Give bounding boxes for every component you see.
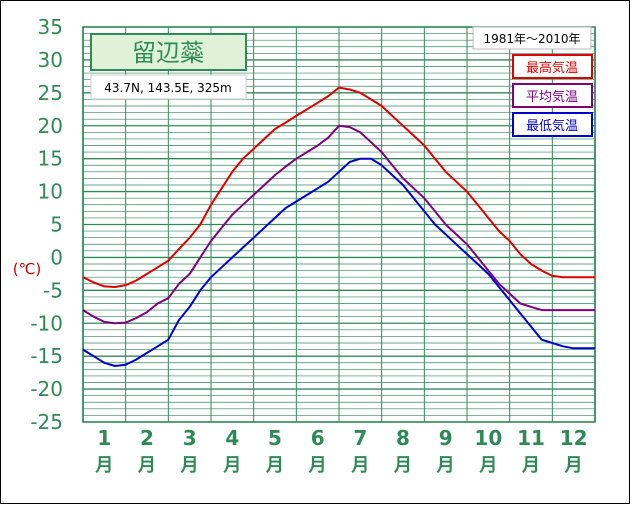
x-tick-unit: 月 [137, 455, 156, 476]
y-tick-label: 0 [50, 245, 63, 269]
x-tick-number: 10 [474, 426, 502, 450]
y-tick-label: 10 [38, 180, 63, 204]
x-tick-labels: 1 月 2 月 3 月 4 月 5 月 6 月 7 月 8 月 9 月 10 月 11 月 12 月 [94, 426, 587, 476]
y-tick-label: -10 [30, 311, 63, 335]
x-tick-number: 9 [439, 426, 453, 450]
location-text: 43.7N, 143.5E, 325m [104, 81, 231, 95]
x-tick-number: 6 [311, 426, 325, 450]
y-axis-label: (℃) [13, 260, 42, 278]
x-tick-number: 8 [396, 426, 410, 450]
period-box-bg [472, 26, 592, 50]
series-line-1 [82, 124, 595, 325]
y-tick-label: -20 [30, 377, 63, 401]
x-tick-unit: 月 [478, 455, 497, 476]
x-tick-unit: 月 [222, 455, 241, 476]
x-tick-unit: 月 [521, 455, 540, 476]
chart-title: 留辺蘂 [132, 39, 204, 67]
legend-item [512, 112, 593, 137]
legend-item [512, 54, 593, 79]
x-tick-unit: 月 [265, 455, 284, 476]
x-tick-number: 5 [268, 426, 282, 450]
legend-label: 最高気温 [526, 60, 578, 76]
y-tick-label: 25 [38, 81, 63, 105]
y-tick-label: -5 [43, 278, 63, 302]
series-lines [82, 86, 595, 367]
y-tick-label: 35 [38, 15, 63, 39]
x-tick-unit: 月 [180, 455, 199, 476]
location-box-bg [90, 74, 247, 100]
plot-border [82, 26, 596, 423]
legend-item [512, 83, 593, 108]
y-tick-label: 5 [50, 213, 63, 237]
x-tick-unit: 月 [436, 455, 455, 476]
location-box: 43.7N, 143.5E, 325m [90, 74, 247, 100]
period-text: 1981年〜2010年 [483, 32, 580, 46]
x-tick-number: 4 [225, 426, 239, 450]
y-tick-label: -15 [30, 344, 63, 368]
y-tick-label: 15 [38, 147, 63, 171]
x-tick-unit: 月 [564, 455, 583, 476]
y-tick-label: 30 [38, 48, 63, 72]
title-box: 留辺蘂 [90, 33, 247, 71]
y-tick-labels: -25 -20 -15 -10 -5 0 5 10 15 20 25 30 35 [30, 15, 63, 434]
x-tick-unit: 月 [350, 455, 369, 476]
legend-label: 平均気温 [526, 89, 578, 105]
x-tick-unit: 月 [393, 455, 412, 476]
x-tick-number: 1 [97, 426, 111, 450]
y-tick-label: -25 [30, 410, 63, 434]
series-line-0 [82, 86, 595, 288]
legend-label: 最低気温 [526, 118, 578, 134]
y-tick-label: 20 [38, 114, 63, 138]
x-tick-number: 7 [353, 426, 367, 450]
series-line-2 [82, 157, 595, 367]
x-tick-number: 2 [140, 426, 154, 450]
x-tick-number: 3 [183, 426, 197, 450]
period-box: 1981年〜2010年 [472, 26, 592, 50]
x-tick-number: 12 [560, 426, 588, 450]
title-box-bg [90, 33, 247, 71]
x-tick-unit: 月 [94, 455, 113, 476]
x-tick-unit: 月 [308, 455, 327, 476]
x-tick-number: 11 [517, 426, 545, 450]
